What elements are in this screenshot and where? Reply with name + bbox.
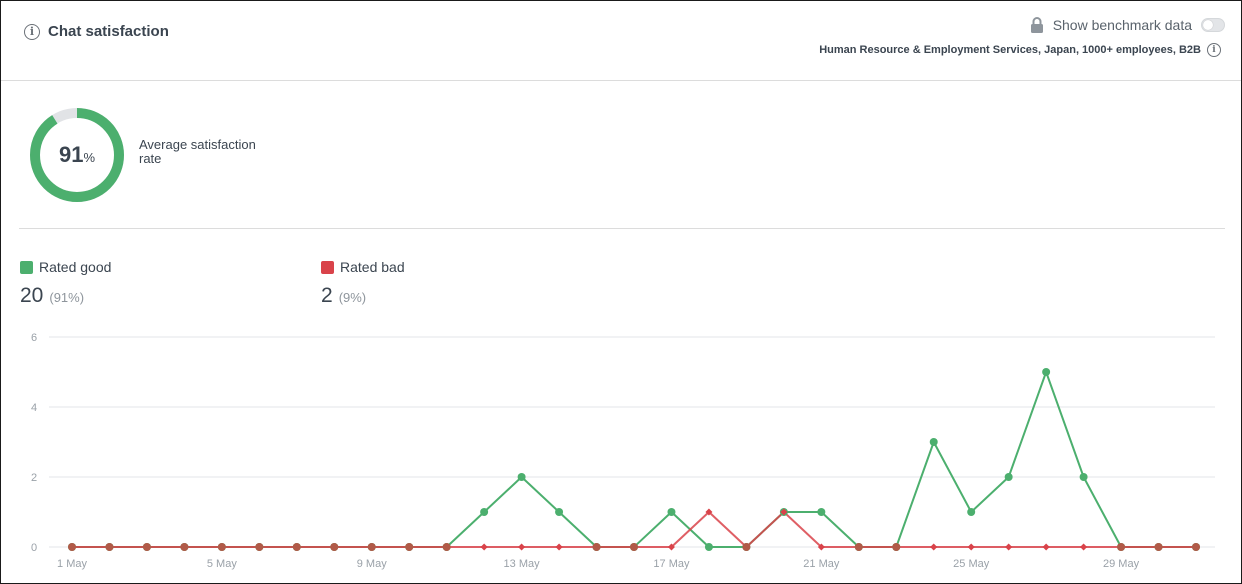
segment-info-icon[interactable]: i (1207, 43, 1221, 57)
point-rated-bad (780, 508, 788, 516)
point-overlap (255, 543, 264, 551)
point-rated-good (704, 543, 713, 551)
good-count: 20 (20, 284, 44, 307)
point-overlap (105, 543, 114, 551)
legend-bad-count: 2 (9%) (321, 284, 366, 308)
point-rated-bad (555, 543, 563, 551)
series-line-rated-bad (72, 511, 1196, 548)
point-rated-good (1079, 473, 1088, 481)
point-overlap (854, 543, 863, 551)
point-overlap (1154, 543, 1163, 551)
bad-count: 2 (321, 284, 333, 307)
x-tick-label: 9 May (357, 558, 387, 570)
y-tick-label: 2 (31, 472, 37, 484)
good-pct: (91%) (49, 290, 85, 305)
point-overlap (442, 543, 451, 551)
lock-icon (1030, 17, 1043, 33)
legend-good-swatch (20, 260, 33, 274)
x-tick-label: 17 May (653, 558, 690, 570)
x-tick-label: 29 May (1103, 558, 1140, 570)
point-overlap (142, 543, 151, 551)
point-overlap (367, 543, 376, 551)
legend-good[interactable]: Rated good (20, 259, 111, 275)
point-rated-good (555, 508, 564, 516)
point-rated-bad (518, 543, 526, 551)
point-overlap (1117, 543, 1126, 551)
x-tick-label: 21 May (803, 558, 840, 570)
point-rated-bad (967, 543, 975, 551)
satisfaction-gauge (30, 108, 124, 202)
card-title: Chat satisfaction (48, 23, 169, 40)
point-overlap (217, 543, 226, 551)
info-icon[interactable]: i (24, 23, 40, 40)
x-tick-label: 5 May (207, 558, 237, 570)
point-overlap (742, 543, 751, 551)
title-group: i Chat satisfaction (24, 23, 169, 40)
legend-good-count: 20 (91%) (20, 284, 84, 308)
y-tick-label: 6 (31, 332, 37, 344)
toggle-knob (1203, 20, 1213, 30)
point-rated-bad (1042, 543, 1050, 551)
rate-unit: % (83, 150, 96, 165)
rate-value: 91 (58, 142, 84, 167)
gauge-arc (30, 108, 124, 202)
point-rated-bad (1080, 543, 1088, 551)
rate-label: Average satisfaction rate (139, 137, 256, 166)
point-rated-bad (817, 543, 825, 551)
satisfaction-line-chart: 0 2 4 6 1 May 5 May 9 May 13 May 17 May 21 May 25 … (31, 332, 1215, 570)
point-rated-good (1004, 473, 1013, 481)
point-overlap (180, 543, 189, 551)
point-rated-good (1042, 368, 1051, 376)
series-line-rated-good (72, 371, 1196, 548)
point-rated-bad (930, 543, 938, 551)
point-rated-bad (480, 543, 488, 551)
point-rated-good (817, 508, 826, 516)
point-overlap (292, 543, 301, 551)
legend-bad-swatch (321, 260, 334, 274)
point-overlap (1192, 543, 1200, 551)
x-tick-label: 1 May (57, 558, 87, 570)
point-overlap (892, 543, 901, 551)
divider (19, 228, 1225, 229)
x-tick-label: 13 May (504, 558, 541, 570)
x-tick-label: 25 May (953, 558, 990, 570)
point-overlap (630, 543, 638, 551)
y-tick-label: 0 (31, 542, 37, 554)
benchmark-toggle[interactable] (1201, 18, 1225, 32)
point-rated-good (480, 508, 489, 516)
legend-bad[interactable]: Rated bad (321, 259, 405, 275)
point-rated-good (967, 508, 976, 516)
point-overlap (592, 543, 601, 551)
legend-bad-label: Rated bad (340, 259, 405, 275)
legend-good-label: Rated good (39, 259, 112, 275)
bad-pct: (9%) (338, 290, 367, 305)
point-overlap (405, 543, 414, 551)
card-header: i Chat satisfaction Show benchmark data … (1, 1, 1241, 81)
benchmark-segment-text: Human Resource & Employment Services, Ja… (819, 44, 1201, 56)
point-rated-bad (705, 508, 713, 516)
point-rated-good (667, 508, 676, 516)
point-overlap (68, 543, 76, 551)
benchmark-label: Show benchmark data (1052, 17, 1192, 33)
point-overlap (330, 543, 339, 551)
point-rated-good (929, 438, 938, 446)
gauge-value: 91 % (29, 107, 125, 203)
point-rated-good (517, 473, 526, 481)
point-rated-bad (667, 543, 675, 551)
benchmark-control[interactable]: Show benchmark data (1030, 16, 1225, 34)
benchmark-segment: Human Resource & Employment Services, Ja… (819, 43, 1221, 57)
y-tick-label: 4 (31, 402, 37, 414)
point-rated-bad (1005, 543, 1013, 551)
